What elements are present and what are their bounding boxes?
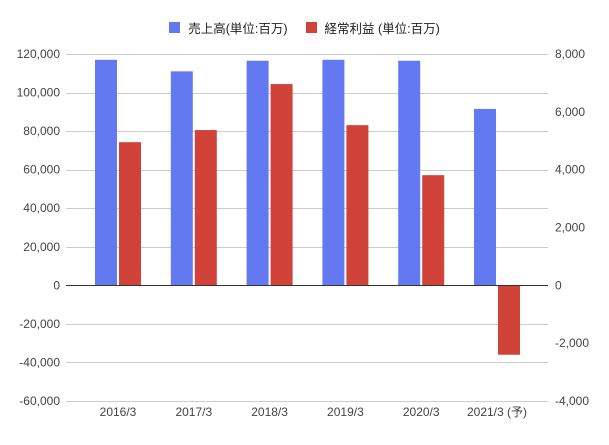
ordinary-profit-bar-4 — [422, 175, 445, 286]
left-tick-label: 60,000 — [23, 163, 60, 177]
left-axis: 120,000 100,000 80,000 60,000 40,000 20,000 0 -… — [17, 47, 61, 408]
left-tick-label: 100,000 — [17, 86, 61, 100]
legend-label-sales: 売上高(単位:百万) — [188, 21, 288, 36]
gridlines — [66, 54, 548, 402]
right-tick-label: 2,000 — [555, 221, 585, 235]
right-tick-label: 4,000 — [555, 163, 585, 177]
legend-label-ordinary-profit: 経常利益 (単位:百万) — [324, 21, 440, 36]
ordinary-profit-bar-0 — [119, 142, 141, 286]
right-tick-label: -2,000 — [555, 336, 589, 350]
category-label: 2021/3 (予) — [467, 405, 527, 419]
category-label: 2016/3 — [100, 405, 137, 419]
category-label: 2020/3 — [403, 405, 440, 419]
left-tick-label: -20,000 — [19, 317, 60, 331]
sales-bar-5 — [474, 108, 496, 286]
legend-item-ordinary-profit: 経常利益 (単位:百万) — [305, 18, 440, 37]
left-tick-label: 80,000 — [23, 124, 60, 138]
ordinary-profit-bar-2 — [270, 84, 293, 286]
chart-legend: 売上高(単位:百万) 経常利益 (単位:百万) — [0, 17, 609, 37]
right-tick-label: 8,000 — [555, 47, 585, 61]
ordinary-profit-bar-3 — [346, 125, 369, 286]
left-tick-label: 120,000 — [17, 47, 61, 61]
sales-bar-4 — [398, 60, 421, 286]
legend-swatch-sales — [169, 21, 181, 33]
sales-bar-2 — [246, 60, 269, 286]
sales-bar-1 — [170, 71, 193, 286]
right-tick-label: -4,000 — [555, 394, 589, 408]
left-tick-label: 20,000 — [23, 240, 60, 254]
legend-swatch-ordinary-profit — [305, 21, 317, 33]
category-label: 2018/3 — [251, 405, 288, 419]
ordinary-profit-bar-1 — [194, 130, 217, 286]
category-label: 2019/3 — [327, 405, 364, 419]
right-tick-label: 6,000 — [555, 105, 585, 119]
left-tick-label: 40,000 — [23, 201, 60, 215]
left-tick-label: -40,000 — [19, 355, 60, 369]
left-tick-label: 0 — [53, 278, 60, 292]
x-axis: 2016/3 2017/3 2018/3 2019/3 2020/3 2021/3 (予) — [100, 405, 527, 419]
bars — [95, 59, 520, 355]
right-tick-label: 0 — [555, 278, 562, 292]
left-tick-label: -60,000 — [19, 394, 60, 408]
sales-bar-0 — [95, 59, 117, 286]
right-axis: 8,000 6,000 4,000 2,000 0 -2,000 -4,000 — [555, 47, 589, 408]
legend-item-sales: 売上高(単位:百万) — [169, 18, 288, 37]
ordinary-profit-bar-5 — [498, 285, 520, 355]
category-label: 2017/3 — [175, 405, 212, 419]
sales-bar-3 — [322, 59, 345, 286]
